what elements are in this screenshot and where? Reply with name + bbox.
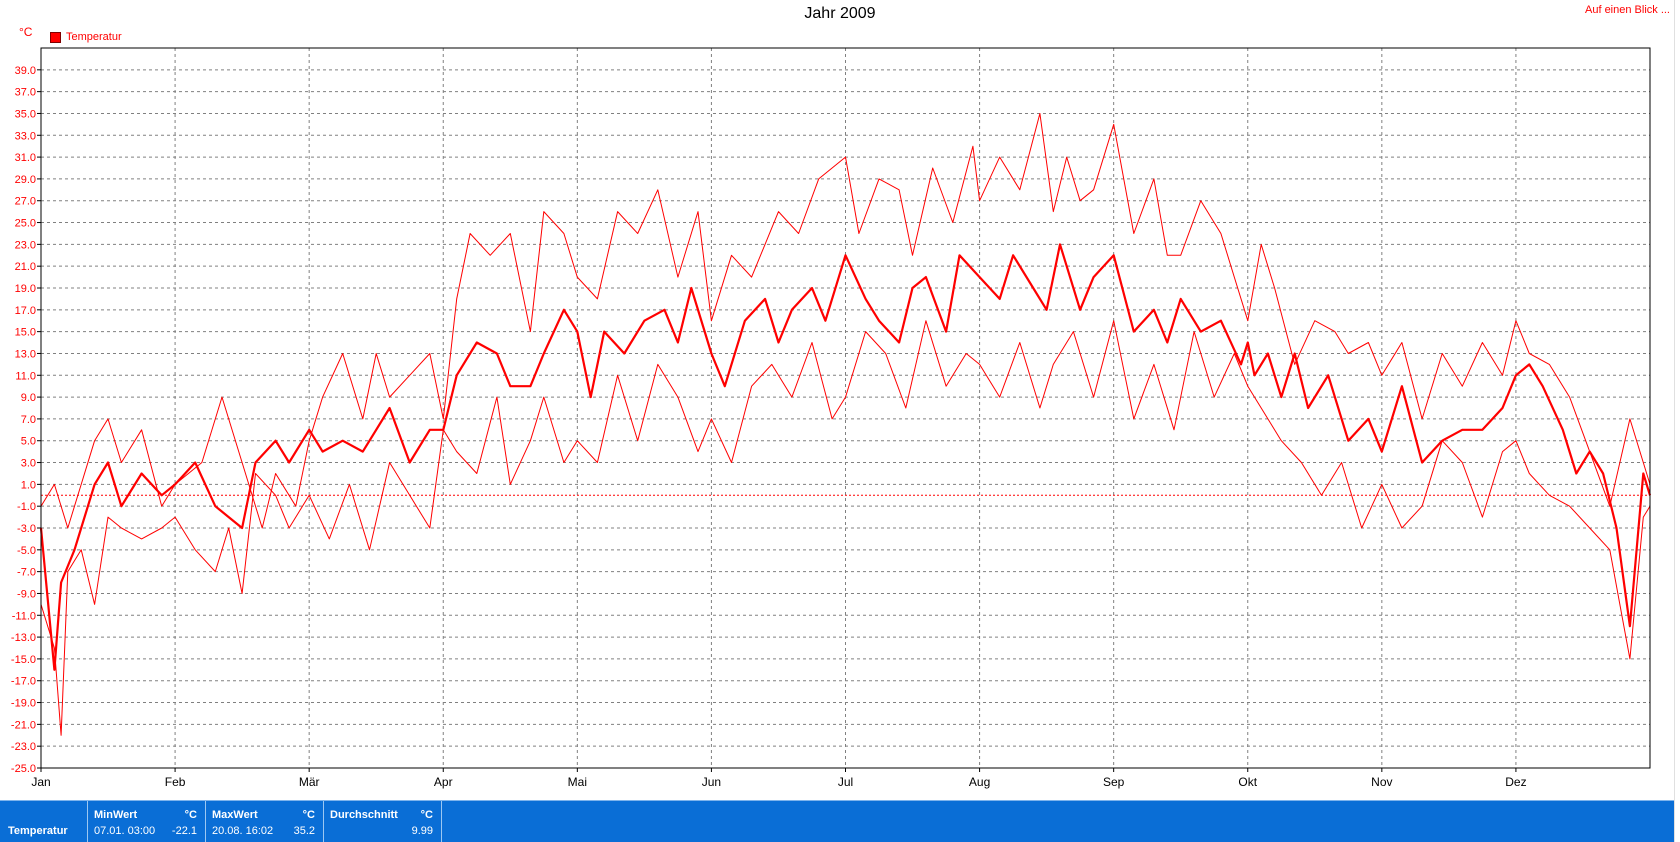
min-value: -22.1 [171,825,197,837]
avg-value: 9.99 [411,825,433,837]
y-tick-label: 29.0 [15,174,36,186]
x-tick-label: Aug [969,775,990,789]
temperature-chart[interactable]: 39.0 37.0 35.0 33.0 31.0 29.0 27.0 25.0 23.0 21.0… [0,0,1672,800]
x-tick-label: Feb [165,775,186,789]
y-tick-label: 23.0 [15,239,36,251]
window-edge [1674,0,1680,842]
chart-title: Jahr 2009 [804,5,876,22]
y-tick-label: -5.0 [17,545,36,557]
y-tick-label: -11.0 [12,610,36,622]
y-tick-label: 39.0 [15,65,36,77]
status-max-cell: MaxWert °C 20.08. 16:02 35.2 [206,801,324,842]
x-tick-label: Jun [702,775,721,789]
min-unit: °C [184,809,197,821]
x-tick-label: Apr [434,775,453,789]
series-line-mean [39,243,1652,671]
y-tick-label: 37.0 [15,87,36,99]
x-tick-label: Mär [299,775,320,789]
x-tick-label: Mai [568,775,587,789]
y-tick-label: 31.0 [15,152,36,164]
series-line-min [40,320,1651,736]
x-tick-label: Okt [1238,775,1257,789]
y-tick-label: 19.0 [15,283,36,295]
status-series-cell: Temperatur [0,801,88,842]
x-tick-label: Dez [1505,775,1526,789]
y-tick-label: 25.0 [15,218,36,230]
legend-label: Temperatur [66,31,122,43]
status-avg-cell: Durchschnitt °C 9.99 [324,801,442,842]
max-value: 35.2 [293,825,315,837]
y-tick-label: -9.0 [17,588,36,600]
max-time: 20.08. 16:02 [212,825,274,837]
y-tick-label: 27.0 [15,196,36,208]
y-tick-label: 5.0 [21,436,36,448]
y-tick-label: -21.0 [11,719,36,731]
y-tick-label: 7.0 [21,414,36,426]
x-tick-label: Nov [1371,775,1392,789]
y-tick-label: 9.0 [21,392,36,404]
avg-unit: °C [420,809,433,821]
x-tick-label: Jan [31,775,50,789]
status-bar: Temperatur MinWert °C 07.01. 03:00 -22.1… [0,800,1674,842]
max-header: MaxWert [212,809,258,821]
y-tick-label: 17.0 [15,305,36,317]
y-tick-label: -19.0 [11,698,36,710]
plot-frame [40,47,1651,769]
x-tick-label: Jul [838,775,853,789]
y-tick-label: 21.0 [15,261,36,273]
status-series-label: Temperatur [8,825,68,837]
y-tick-label: -13.0 [11,632,36,644]
y-tick-label: -1.0 [17,501,36,513]
y-tick-label: 3.0 [21,458,36,470]
y-tick-label: -17.0 [11,676,36,688]
y-tick-label: 33.0 [15,130,36,142]
max-unit: °C [302,809,315,821]
y-tick-label: 11.0 [15,370,36,382]
min-time: 07.01. 03:00 [94,825,156,837]
x-tick-label: Sep [1103,775,1125,789]
y-tick-label: -3.0 [17,523,36,535]
y-tick-label: 35.0 [15,108,36,120]
chart-legend[interactable]: Temperatur [50,31,122,43]
avg-header: Durchschnitt [330,809,398,821]
y-tick-label: -25.0 [11,763,36,775]
status-min-cell: MinWert °C 07.01. 03:00 -22.1 [88,801,206,842]
y-axis-unit: °C [19,25,33,39]
y-tick-label: 13.0 [15,348,36,360]
y-tick-label: -7.0 [17,567,36,579]
y-tick-label: -23.0 [11,741,36,753]
min-header: MinWert [94,809,138,821]
legend-swatch-icon [50,31,61,43]
y-tick-label: -15.0 [11,654,36,666]
overview-link[interactable]: Auf einen Blick ... [1585,4,1670,16]
series-line-max [40,113,1651,529]
y-tick-label: 1.0 [21,479,36,491]
y-tick-label: 15.0 [15,327,36,339]
